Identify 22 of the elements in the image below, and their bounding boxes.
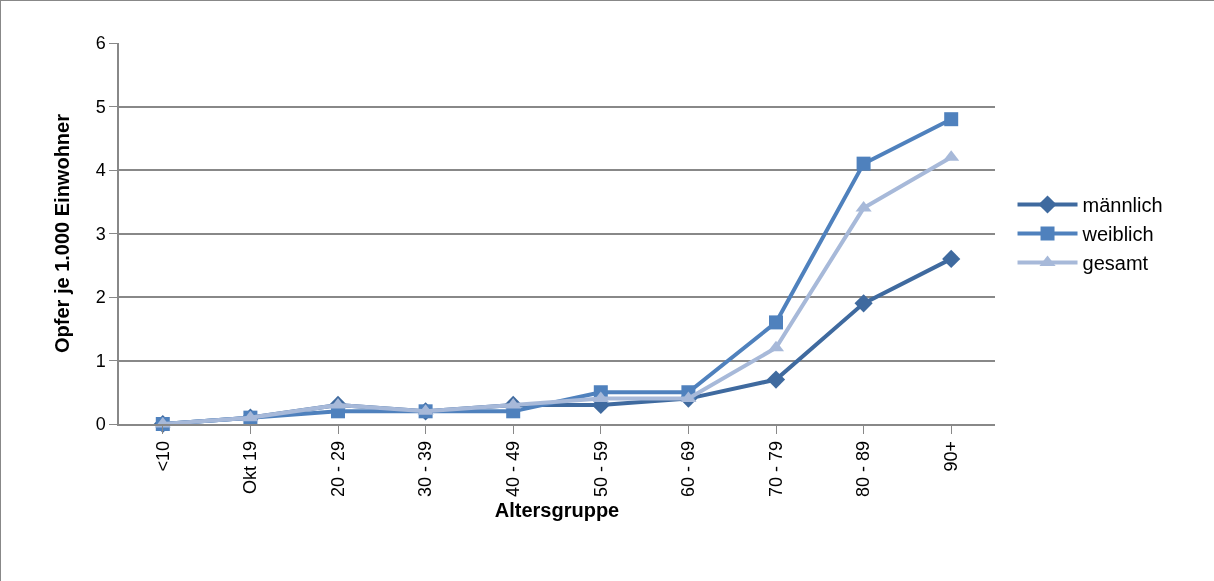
x-tick-label: 70 - 79 xyxy=(765,440,786,497)
legend-label: männlich xyxy=(1082,194,1163,217)
y-tick-label: 3 xyxy=(95,223,106,244)
y-tick-label: 6 xyxy=(95,33,106,54)
x-tick-label: 40 - 49 xyxy=(503,440,524,497)
x-tick-label: Okt 19 xyxy=(240,440,261,494)
x-tick-label: 50 - 59 xyxy=(590,440,611,497)
y-tick-label: 4 xyxy=(95,160,106,181)
y-tick-label: 5 xyxy=(95,96,106,117)
x-tick-label: <10 xyxy=(152,440,173,472)
y-tick-label: 1 xyxy=(95,350,106,371)
x-tick-label: 80 - 89 xyxy=(853,440,874,497)
y-axis-title: Opfer je 1.000 Einwohner xyxy=(50,113,73,353)
y-tick-label: 2 xyxy=(95,287,106,308)
x-tick-label: 30 - 39 xyxy=(415,440,436,497)
x-axis-title: Altersgruppe xyxy=(494,499,620,521)
x-tick-label: 60 - 69 xyxy=(678,440,699,497)
legend-label: gesamt xyxy=(1082,252,1149,275)
x-tick-label: 90+ xyxy=(941,440,962,472)
x-tick-label: 20 - 29 xyxy=(327,440,348,497)
legend-label: weiblich xyxy=(1081,223,1154,246)
y-tick-label: 0 xyxy=(95,414,106,435)
